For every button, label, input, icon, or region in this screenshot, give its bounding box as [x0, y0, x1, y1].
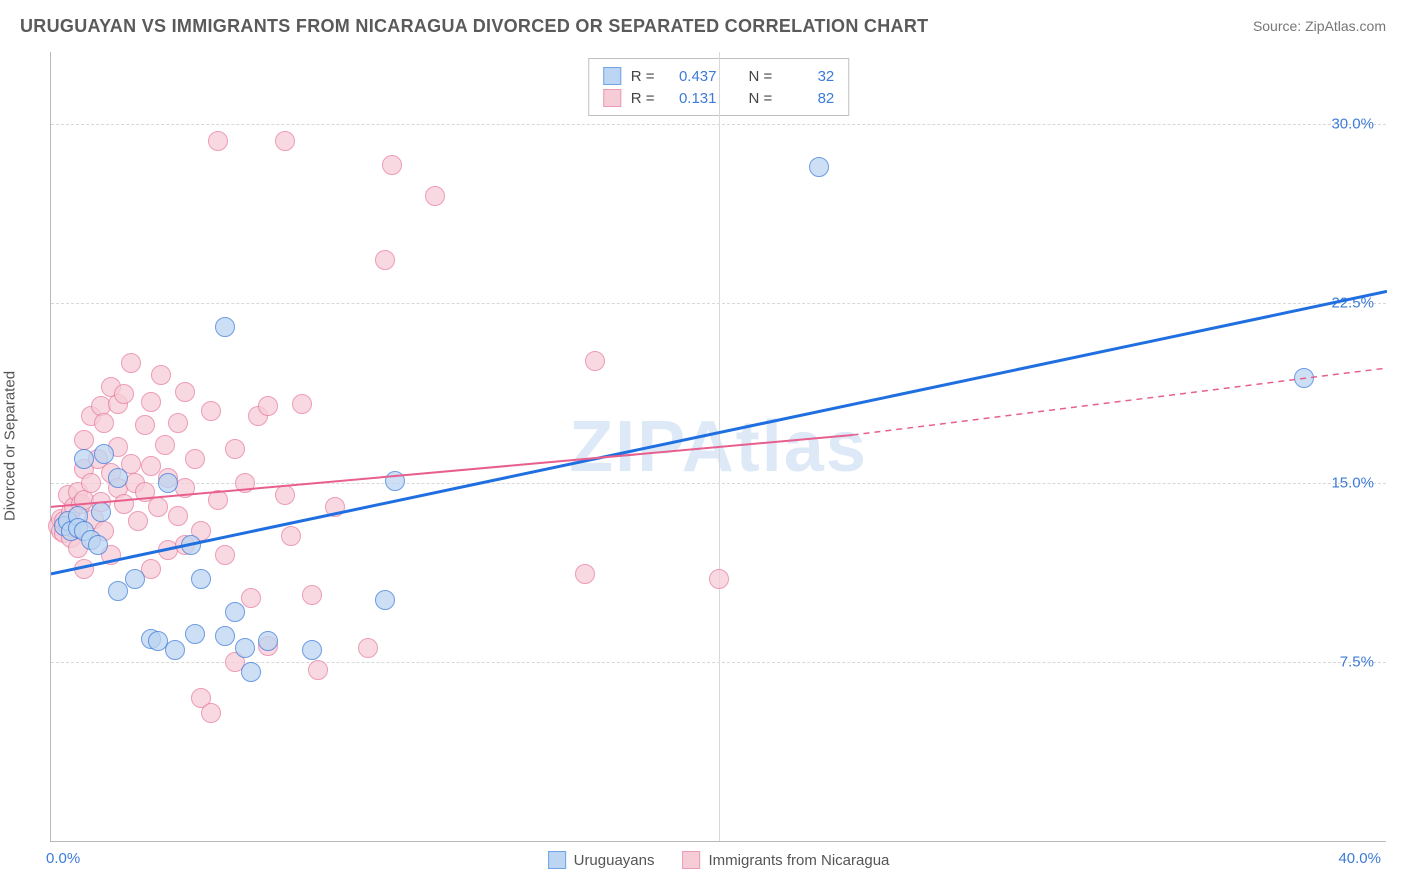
legend-item-pink: Immigrants from Nicaragua	[683, 851, 890, 869]
legend-label-blue: Uruguayans	[574, 852, 655, 869]
gridline-v	[719, 52, 720, 841]
legend-label-pink: Immigrants from Nicaragua	[709, 852, 890, 869]
data-point-pink	[308, 660, 328, 680]
data-point-blue	[809, 157, 829, 177]
data-point-pink	[382, 155, 402, 175]
data-point-pink	[585, 351, 605, 371]
y-tick-label: 30.0%	[1331, 115, 1374, 132]
data-point-blue	[191, 569, 211, 589]
data-point-blue	[215, 626, 235, 646]
swatch-pink	[603, 89, 621, 107]
data-point-pink	[114, 494, 134, 514]
data-point-pink	[281, 526, 301, 546]
swatch-blue	[603, 67, 621, 85]
data-point-blue	[1294, 368, 1314, 388]
data-point-pink	[155, 435, 175, 455]
data-point-pink	[121, 353, 141, 373]
data-point-blue	[385, 471, 405, 491]
data-point-pink	[235, 473, 255, 493]
data-point-pink	[201, 401, 221, 421]
data-point-blue	[302, 640, 322, 660]
data-point-pink	[241, 588, 261, 608]
data-point-blue	[94, 444, 114, 464]
data-point-blue	[74, 449, 94, 469]
x-tick-end: 40.0%	[1338, 850, 1381, 867]
data-point-pink	[151, 365, 171, 385]
data-point-pink	[275, 485, 295, 505]
x-tick-start: 0.0%	[46, 850, 80, 867]
n-label-2: N =	[749, 90, 773, 107]
data-point-pink	[208, 131, 228, 151]
data-point-pink	[148, 497, 168, 517]
r-value-blue: 0.437	[665, 68, 717, 85]
r-value-pink: 0.131	[665, 90, 717, 107]
data-point-pink	[185, 449, 205, 469]
data-point-blue	[241, 662, 261, 682]
data-point-blue	[108, 581, 128, 601]
n-value-blue: 32	[782, 68, 834, 85]
data-point-pink	[325, 497, 345, 517]
chart-title: URUGUAYAN VS IMMIGRANTS FROM NICARAGUA D…	[20, 16, 928, 37]
swatch-blue-2	[548, 851, 566, 869]
swatch-pink-2	[683, 851, 701, 869]
data-point-pink	[168, 413, 188, 433]
data-point-blue	[158, 473, 178, 493]
y-axis-label: Divorced or Separated	[2, 371, 19, 521]
data-point-pink	[81, 473, 101, 493]
plot-area: ZIPAtlas R = 0.437 N = 32 R = 0.131 N = …	[50, 52, 1386, 842]
y-tick-label: 15.0%	[1331, 474, 1374, 491]
data-point-blue	[258, 631, 278, 651]
n-value-pink: 82	[782, 90, 834, 107]
data-point-blue	[225, 602, 245, 622]
data-point-pink	[114, 384, 134, 404]
legend-item-blue: Uruguayans	[548, 851, 655, 869]
data-point-pink	[128, 511, 148, 531]
data-point-pink	[215, 545, 235, 565]
data-point-pink	[275, 131, 295, 151]
data-point-pink	[168, 506, 188, 526]
data-point-blue	[165, 640, 185, 660]
data-point-pink	[225, 439, 245, 459]
data-point-pink	[94, 413, 114, 433]
y-tick-label: 22.5%	[1331, 295, 1374, 312]
data-point-pink	[302, 585, 322, 605]
r-label: R =	[631, 68, 655, 85]
data-point-pink	[74, 430, 94, 450]
bottom-legend: Uruguayans Immigrants from Nicaragua	[548, 851, 890, 869]
data-point-pink	[74, 559, 94, 579]
data-point-pink	[375, 250, 395, 270]
data-point-blue	[375, 590, 395, 610]
data-point-pink	[292, 394, 312, 414]
data-point-pink	[201, 703, 221, 723]
data-point-pink	[709, 569, 729, 589]
source-label: Source: ZipAtlas.com	[1253, 18, 1386, 34]
data-point-blue	[88, 535, 108, 555]
data-point-blue	[181, 535, 201, 555]
data-point-blue	[108, 468, 128, 488]
data-point-pink	[141, 392, 161, 412]
data-point-pink	[358, 638, 378, 658]
n-label: N =	[749, 68, 773, 85]
data-point-pink	[175, 382, 195, 402]
data-point-pink	[425, 186, 445, 206]
chart-container: URUGUAYAN VS IMMIGRANTS FROM NICARAGUA D…	[0, 0, 1406, 892]
y-tick-label: 7.5%	[1340, 654, 1374, 671]
data-point-pink	[575, 564, 595, 584]
data-point-blue	[125, 569, 145, 589]
data-point-blue	[235, 638, 255, 658]
data-point-blue	[215, 317, 235, 337]
r-label-2: R =	[631, 90, 655, 107]
data-point-blue	[91, 502, 111, 522]
data-point-pink	[208, 490, 228, 510]
data-point-pink	[135, 415, 155, 435]
data-point-blue	[185, 624, 205, 644]
data-point-pink	[258, 396, 278, 416]
